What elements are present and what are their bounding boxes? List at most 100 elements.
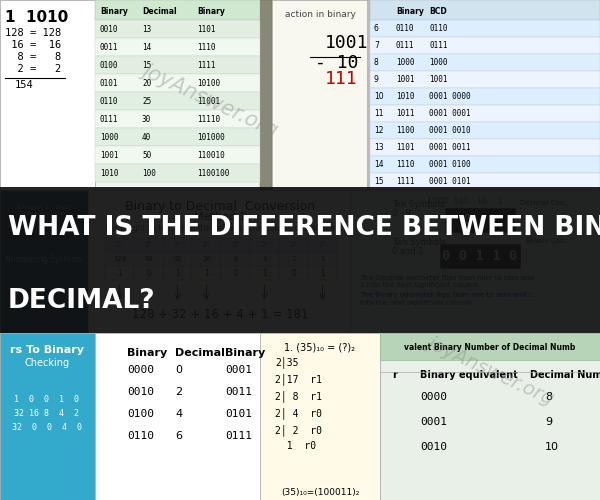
Text: 14: 14 [374,160,383,169]
Text: 1101: 1101 [197,24,215,34]
Text: Decimal: Decimal [142,6,176,16]
Bar [95,0,260,20]
Bar [370,156,600,173]
Text: Binary Cou...: Binary Cou... [526,238,571,244]
Bar [95,333,260,500]
Text: 0011: 0011 [100,42,119,51]
Bar [134,238,163,252]
Text: 1001: 1001 [396,75,415,84]
Bar [250,266,279,280]
Text: 14: 14 [142,42,151,51]
Text: 0100: 0100 [127,409,154,419]
Text: 0110: 0110 [429,24,448,33]
Text: 2³: 2³ [232,242,239,248]
Text: 1110: 1110 [396,160,415,169]
Text: 1000: 1000 [429,58,448,67]
Bar [134,252,163,266]
Text: joyAnswer.org: joyAnswer.org [424,332,556,407]
Text: 1000  100   10    1: 1000 100 10 1 [427,197,503,206]
Text: 2 =   2: 2 = 2 [5,64,61,74]
Text: Method 1: Method 1 [194,212,246,222]
Text: 15: 15 [142,60,151,70]
Bar [445,208,515,232]
Bar [221,266,250,280]
Text: 2: 2 [175,387,182,397]
Text: 20: 20 [142,78,151,88]
Bar [370,122,600,139]
Text: 0011: 0011 [225,387,252,397]
Bar [0,333,95,500]
Text: 0: 0 [233,268,238,278]
Bar [308,266,337,280]
Bar [105,266,134,280]
Text: 128 = 128: 128 = 128 [5,28,61,38]
Text: 6: 6 [374,24,379,33]
Text: 32: 32 [173,256,182,262]
Bar [95,0,260,190]
Bar [192,266,221,280]
Bar [380,333,600,500]
Bar [370,0,600,20]
Text: 1: 1 [262,268,267,278]
Text: 1100100: 1100100 [197,168,229,177]
Text: 2⁷: 2⁷ [116,242,123,248]
Text: 0101: 0101 [225,409,252,419]
Bar [0,190,88,333]
Bar [134,266,163,280]
Text: 1101: 1101 [396,143,415,152]
Text: BCD: BCD [429,6,447,16]
Text: 10: 10 [545,442,559,452]
Text: Checking: Checking [25,358,70,368]
Bar [105,238,134,252]
Bar [105,252,134,266]
Text: 30: 30 [142,114,151,124]
Bar [192,252,221,266]
Text: 0111: 0111 [396,41,415,50]
Bar [163,238,192,252]
Text: 0  0  0  6: 0 0 0 6 [438,213,522,227]
Text: Binary: Binary [197,6,225,16]
Text: 1000: 1000 [100,132,119,141]
Bar [95,38,260,56]
Bar [95,92,260,110]
Text: 1: 1 [117,268,122,278]
Bar [440,244,520,268]
Text: r: r [392,370,397,380]
Text: - 10: - 10 [315,54,359,72]
Text: 1: 1 [320,256,325,262]
Bar [350,190,600,333]
Text: 0001 0011: 0001 0011 [429,143,470,152]
Text: 0: 0 [146,268,151,278]
Text: 0001 0000: 0001 0000 [429,92,470,101]
Bar [221,252,250,266]
Text: Decimal: Decimal [175,348,225,358]
Text: 1010: 1010 [396,92,415,101]
Text: into the next significant column.: into the next significant column. [360,300,474,306]
Text: 0111: 0111 [225,431,252,441]
Text: 64: 64 [144,256,153,262]
Text: 13: 13 [142,24,151,34]
Bar [0,188,600,332]
Text: 13: 13 [374,143,383,152]
Text: 2²: 2² [261,242,268,248]
Text: 8: 8 [545,392,552,402]
Text: Binary: Binary [225,348,265,358]
Text: 16 =  16: 16 = 16 [5,40,61,50]
Text: 2│ 2  r0: 2│ 2 r0 [275,424,322,436]
Bar [0,0,95,190]
Text: Binary: Binary [396,6,424,16]
Text: 1000: 1000 [396,58,415,67]
Text: From right to left, write the values of the powers of 2 above: From right to left, write the values of … [106,224,334,233]
Text: 0001 0001: 0001 0001 [429,109,470,118]
Text: 2│ 8  r1: 2│ 8 r1 [275,390,322,402]
Text: Ten Symbols: Ten Symbols [392,200,445,209]
Text: 0001 0010: 0001 0010 [429,126,470,135]
Text: 128: 128 [113,256,126,262]
Text: 50: 50 [142,150,151,160]
Text: 2⁴: 2⁴ [203,242,210,248]
Text: 1010: 1010 [100,168,119,177]
Text: 0001: 0001 [420,417,447,427]
Text: 1  1010: 1 1010 [5,10,68,25]
Bar [88,190,350,333]
Bar [192,238,221,252]
